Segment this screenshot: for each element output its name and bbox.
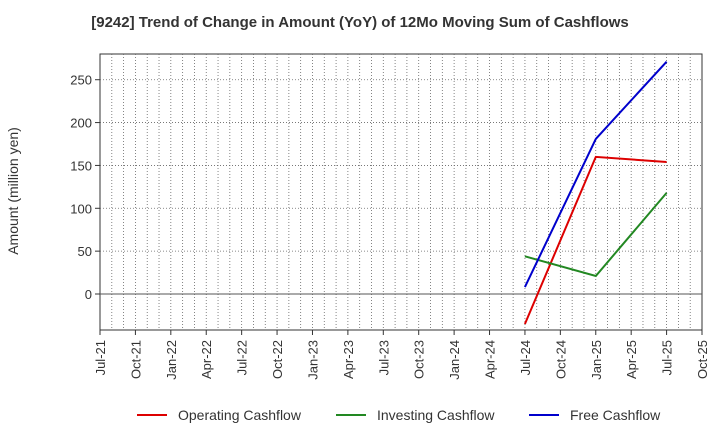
y-tick-label: 200: [70, 116, 92, 131]
series-line-free-cashflow: [523, 61, 668, 288]
x-tick-label: Oct-25: [695, 340, 710, 379]
x-tick-label: Jul-23: [376, 340, 391, 375]
chart-title: [9242] Trend of Change in Amount (YoY) o…: [91, 14, 629, 31]
x-tick-label: Jul-25: [660, 340, 675, 375]
axis-layer: 0 50 100 150 200 250 Jul-21 Oct-21 Jan-22 Apr-22 J…: [70, 73, 710, 380]
x-tick-label: Jul-21: [93, 340, 108, 375]
legend-label: Free Cashflow: [570, 407, 661, 423]
x-tick-label: Apr-22: [199, 340, 214, 379]
series-line-operating-cashflow: [523, 155, 667, 325]
y-tick-label: 50: [78, 244, 92, 259]
y-tick-label: 250: [70, 73, 92, 88]
y-axis-label: Amount (million yen): [5, 127, 21, 255]
x-tick-label: Jul-22: [235, 340, 250, 375]
y-tick-label: 100: [70, 201, 92, 216]
legend-label: Operating Cashflow: [178, 407, 302, 423]
x-tick-label: Apr-23: [341, 340, 356, 379]
x-tick-label: Jan-23: [305, 340, 320, 380]
x-tick-label: Apr-24: [483, 340, 498, 379]
x-tick-label: Oct-24: [553, 340, 568, 379]
x-tick-label: Jul-24: [518, 340, 533, 375]
y-tick-label: 150: [70, 158, 92, 173]
legend-layer: Operating Cashflow Investing Cashflow Free…: [137, 407, 661, 423]
series-layer: [523, 61, 668, 325]
x-tick-label: Oct-23: [412, 340, 427, 379]
y-tick-label: 0: [85, 287, 92, 302]
plot-frame: [99, 53, 703, 331]
legend-label: Investing Cashflow: [377, 407, 495, 423]
x-tick-label: Jan-24: [447, 340, 462, 380]
x-tick-label: Oct-22: [270, 340, 285, 379]
x-tick-label: Apr-25: [624, 340, 639, 379]
x-tick-label: Oct-21: [128, 340, 143, 379]
x-tick-label: Jan-22: [164, 340, 179, 380]
x-tick-label: Jan-25: [589, 340, 604, 380]
series-line-investing-cashflow: [524, 192, 668, 278]
grid-layer: [99, 53, 703, 331]
